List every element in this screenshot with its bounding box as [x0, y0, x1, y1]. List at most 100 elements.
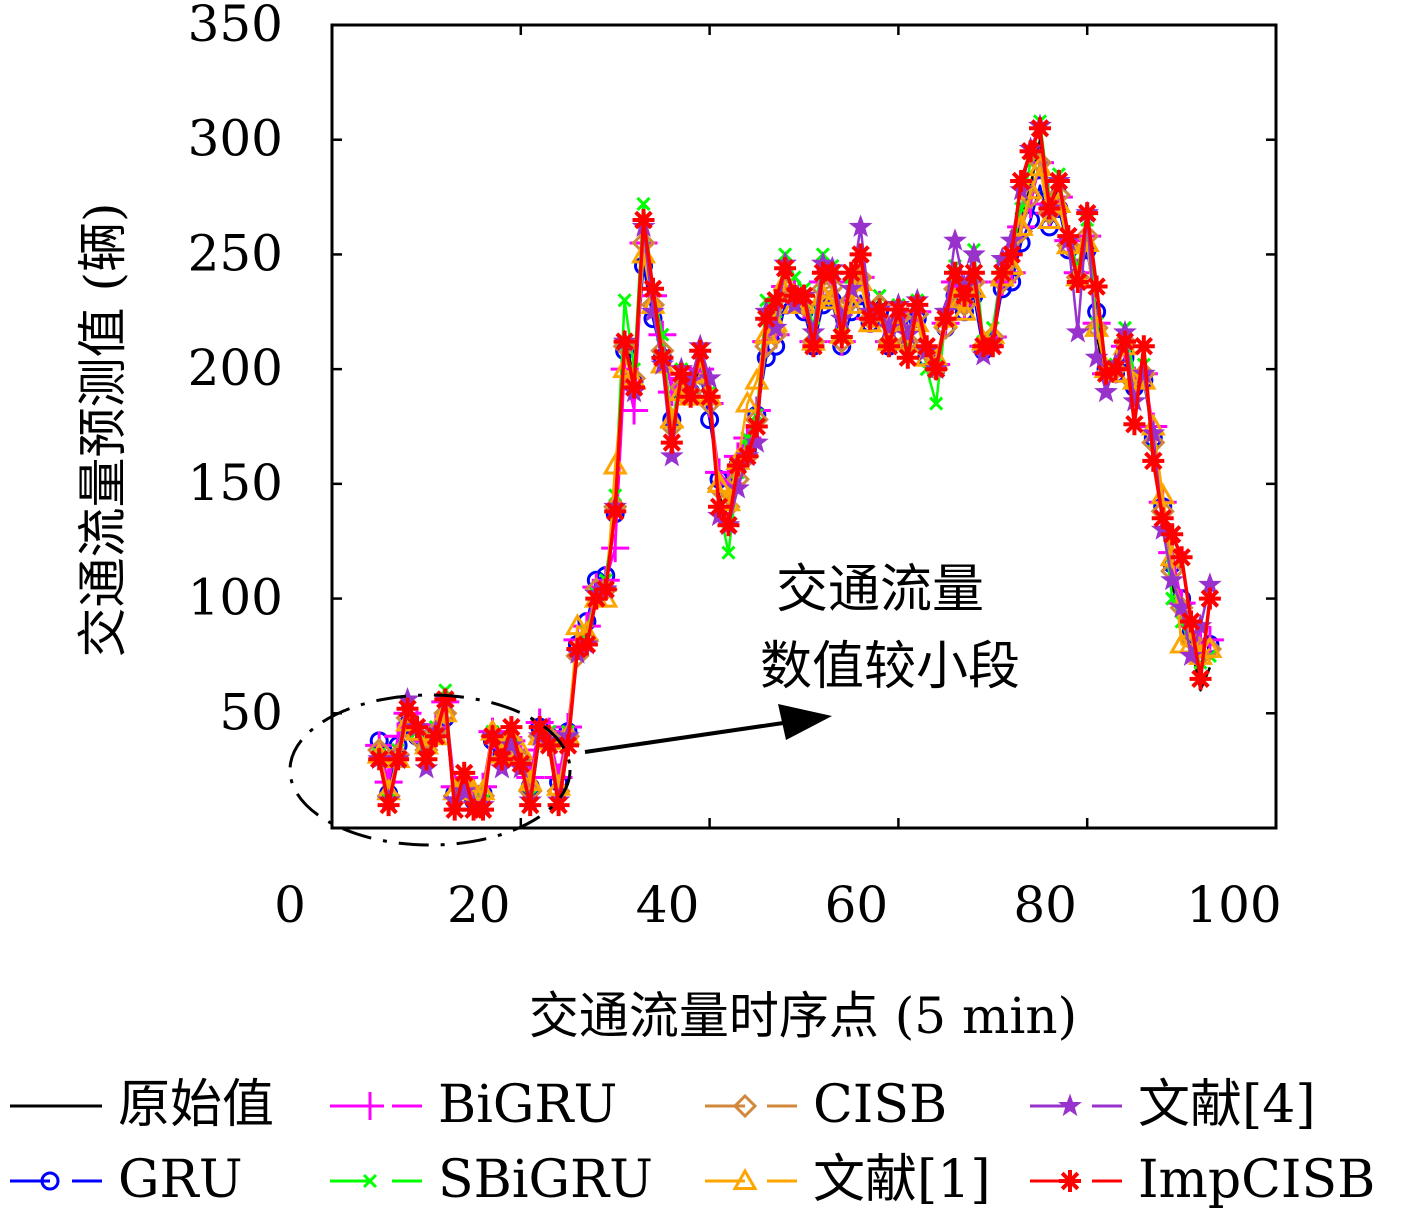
series-6-point-61 — [943, 228, 967, 251]
x-tick-label-0: 0 — [274, 876, 306, 934]
y-tick-label-4: 250 — [188, 224, 283, 282]
series-7-point-59 — [925, 358, 948, 381]
series-7-point-17 — [528, 716, 551, 739]
legend-marker-4 — [40, 1171, 60, 1191]
series-6-point-63 — [962, 241, 986, 265]
series-5-point-39 — [734, 390, 760, 413]
series-7-point-35 — [698, 385, 721, 408]
series-7-point-87 — [1189, 667, 1212, 690]
x-axis-label: 交通流量时序点 (5 min) — [529, 987, 1077, 1045]
legend-label-3: 文献[4] — [1138, 1075, 1316, 1135]
legend-entry-0: 原始值 — [10, 1075, 274, 1135]
series-7-point-42 — [764, 289, 787, 312]
series-5-point-62 — [951, 298, 978, 321]
series-7-point-19 — [547, 794, 570, 817]
legend-marker-6 — [732, 1167, 758, 1190]
x-tick-label-2: 40 — [636, 876, 700, 934]
series-6-point-80 — [1122, 388, 1147, 412]
series-6-point-35 — [697, 365, 722, 389]
series-7-point-26 — [613, 330, 636, 353]
series-4-point-76 — [1084, 315, 1109, 340]
x-tick-label-1: 20 — [447, 876, 511, 934]
series-7-point-60 — [934, 307, 957, 330]
annotation-line2: 数值较小段 — [760, 637, 1020, 697]
series-6-point-14 — [499, 732, 524, 756]
legend-entry-7: ImpCISB — [1030, 1150, 1375, 1210]
series-2-point-27 — [620, 396, 649, 425]
series-7-point-46 — [802, 335, 825, 358]
series-7-point-34 — [689, 339, 712, 362]
y-tick-label-5: 300 — [188, 110, 283, 168]
series-7-point-7 — [434, 688, 457, 711]
legend-label-1: BiGRU — [438, 1075, 617, 1135]
annotation-arrow-line — [584, 720, 791, 754]
series-7-point-68 — [1010, 170, 1033, 192]
series-6-point-40 — [744, 430, 769, 453]
series-7-point-13 — [490, 748, 513, 771]
series-7-point-41 — [755, 307, 778, 330]
series-6-point-86 — [1179, 643, 1203, 667]
legend-label-6: 文献[1] — [813, 1150, 991, 1210]
series-7-point-27 — [623, 376, 646, 399]
y-tick-label-3: 200 — [188, 339, 283, 397]
series-7-point-67 — [1000, 243, 1023, 266]
series-7-point-8 — [443, 798, 466, 821]
series-7-point-73 — [1057, 225, 1080, 248]
series-6-point-74 — [1065, 319, 1090, 343]
legend-entry-3: 文献[4] — [1030, 1075, 1316, 1135]
annotation-line1: 交通流量 — [776, 560, 984, 620]
x-tick-label-4: 80 — [1013, 876, 1077, 934]
series-7-point-33 — [679, 385, 702, 408]
y-tick-label-2: 150 — [188, 454, 283, 512]
legend-label-7: ImpCISB — [1138, 1150, 1375, 1210]
series-6-point-82 — [1141, 420, 1166, 444]
series-7-point-43 — [774, 257, 797, 280]
legend-entry-4: GRU — [10, 1150, 243, 1210]
series-7-point-49 — [830, 326, 853, 348]
series-7-point-45 — [793, 284, 815, 307]
series-7-point-66 — [991, 261, 1014, 284]
series-3-point-59 — [929, 396, 944, 411]
legend-marker-2 — [732, 1093, 758, 1119]
series-7-point-28 — [632, 209, 655, 231]
series-7-point-6 — [424, 725, 447, 748]
legend-label-5: SBiGRU — [438, 1150, 653, 1210]
series-7-point-57 — [906, 293, 929, 316]
series-7-point-30 — [651, 346, 674, 369]
series-7-point-83 — [1151, 507, 1174, 530]
series-7-point-24 — [594, 578, 617, 601]
series-6-point-31 — [659, 443, 684, 467]
series-7-point-38 — [726, 454, 749, 477]
series-7-point-14 — [500, 716, 523, 739]
legend-entry-2: CISB — [705, 1075, 947, 1135]
legend-marker-3 — [1058, 1093, 1082, 1117]
series-7-point-77 — [1095, 362, 1118, 385]
series-7-point-84 — [1161, 523, 1184, 546]
x-tick-label-5: 100 — [1186, 876, 1281, 934]
series-3-point-26 — [617, 293, 632, 308]
series-6-point-50 — [839, 276, 864, 299]
y-tick-label-1: 100 — [188, 569, 283, 627]
series-7-point-76 — [1085, 275, 1108, 298]
series-7 — [368, 117, 1221, 821]
legend-entry-6: 文献[1] — [705, 1150, 991, 1210]
series-3-point-28 — [636, 196, 651, 212]
plot-layer — [365, 113, 1224, 821]
series-3-point-37 — [721, 545, 736, 560]
legend-marker-7 — [1059, 1170, 1081, 1192]
series-7-point-79 — [1114, 330, 1136, 353]
series-7-point-39 — [736, 445, 759, 468]
series-7-point-1 — [377, 794, 400, 817]
series-4-point-48 — [820, 274, 845, 299]
series-7-point-58 — [915, 335, 938, 358]
series-7-point-61 — [944, 261, 966, 284]
axes-layer: 0 20 40 60 80 100 50 100 150 200 250 300 350 交通流量时序点 … — [74, 0, 1282, 1045]
series-7-point-36 — [708, 495, 730, 518]
series-7-point-4 — [406, 716, 428, 739]
plot-frame — [330, 23, 1278, 830]
series-7-point-55 — [887, 298, 910, 321]
series-7-point-81 — [1132, 335, 1155, 358]
series-7-point-75 — [1076, 202, 1099, 225]
legend: 原始值 BiGRU CISB 文献[4] GRU SBiGRU 文献[1] ImpCISB — [10, 1075, 1375, 1210]
